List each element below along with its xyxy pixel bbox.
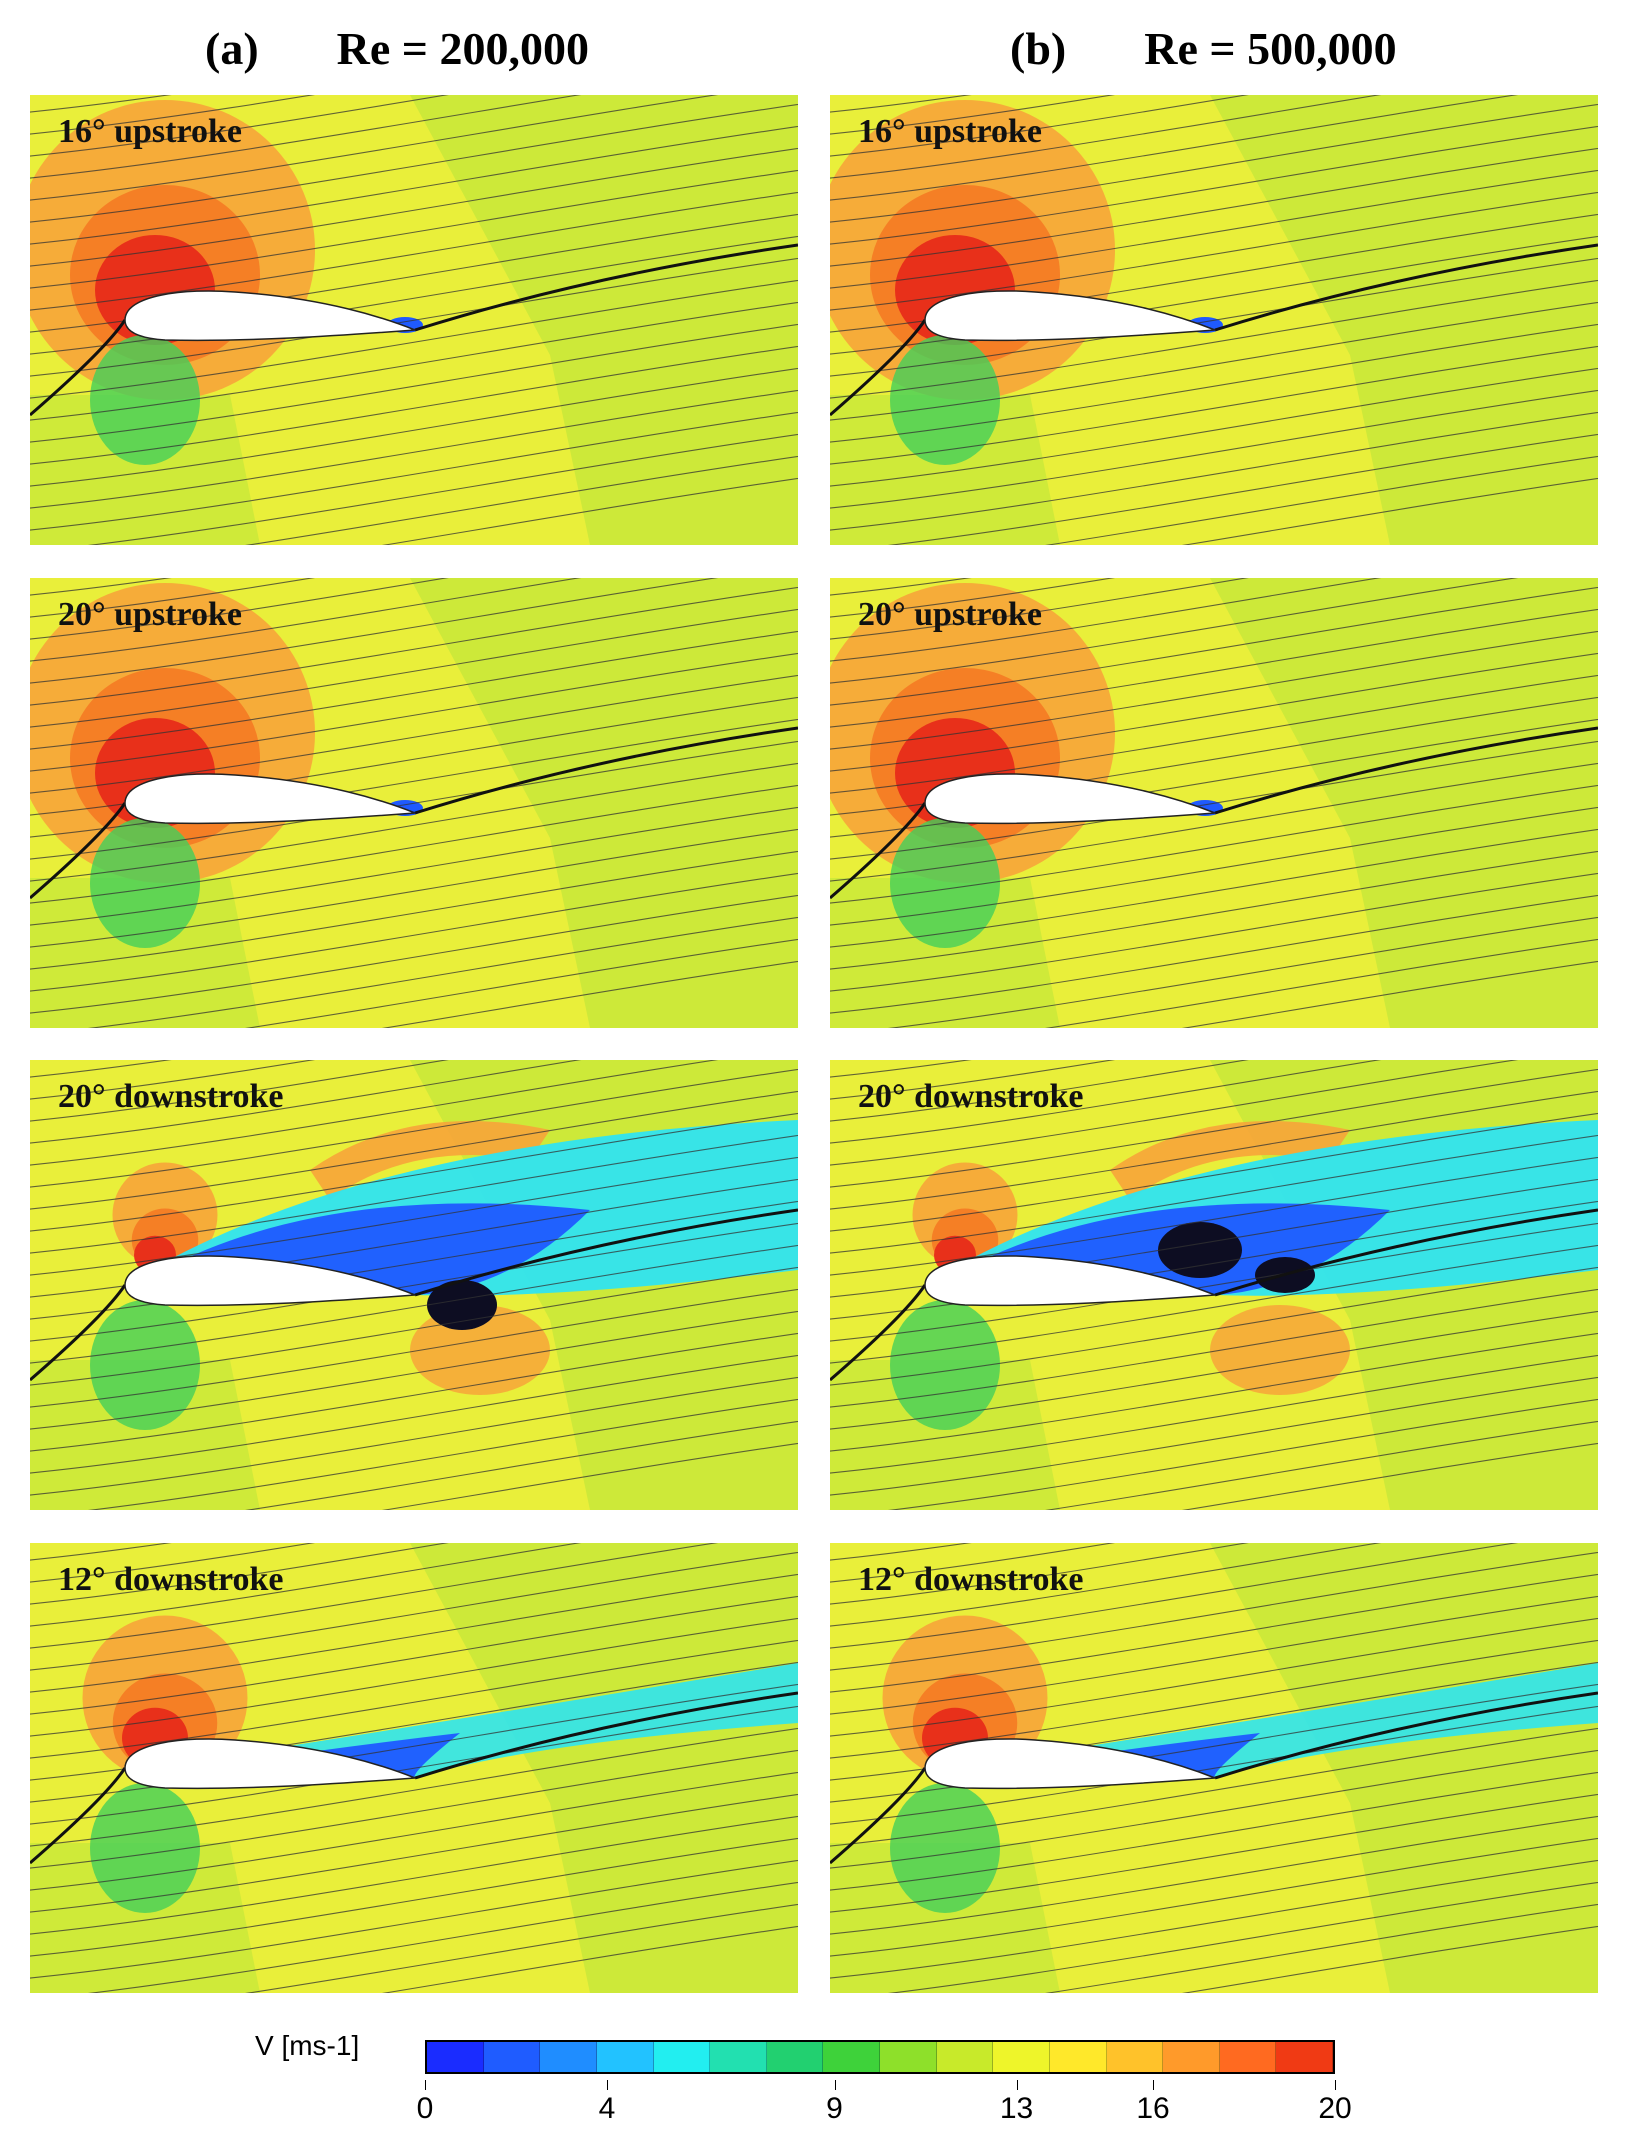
colorbar-segment <box>1163 2042 1220 2072</box>
colorbar-tick-label: 0 <box>416 2092 434 2125</box>
airfoil <box>924 290 1216 342</box>
colorbar-tick-label: 16 <box>1136 2092 1170 2125</box>
colorbar-tick-label: 4 <box>598 2092 616 2125</box>
column-tag-a: (a) <box>205 22 259 74</box>
panel-label: 20° upstroke <box>58 596 242 633</box>
panel-label: 12° downstroke <box>58 1561 284 1598</box>
colorbar-tick <box>1335 2080 1336 2090</box>
colorbar-tick <box>425 2080 426 2090</box>
velocity-contour-field <box>830 1543 1598 1993</box>
panel-label: 20° downstroke <box>858 1078 1084 1115</box>
column-header-b: (b) Re = 500,000 <box>1010 18 1397 78</box>
colorbar-tick <box>607 2080 608 2090</box>
airfoil <box>124 773 416 825</box>
colorbar-segment <box>1276 2042 1333 2072</box>
velocity-contour-field <box>30 1060 798 1510</box>
velocity-contour-field <box>830 578 1598 1028</box>
colorbar-tick <box>834 2080 836 2090</box>
colorbar-segment <box>1219 2042 1277 2072</box>
contour-panel: 16° upstroke <box>30 95 798 545</box>
colorbar-segment <box>1106 2042 1164 2072</box>
colorbar-tick-label: 13 <box>999 2092 1034 2125</box>
colorbar-segment <box>427 2042 484 2072</box>
panel-label: 16° upstroke <box>58 113 242 150</box>
velocity-colorbar: V [ms-1] 0 4 9 13 16 20 <box>255 2030 1375 2140</box>
contour-panel: 20° upstroke <box>830 578 1598 1028</box>
airfoil <box>924 773 1216 825</box>
colorbar-tick <box>1153 2080 1154 2090</box>
colorbar-gradient <box>425 2040 1335 2074</box>
contour-panel: 12° downstroke <box>830 1543 1598 1993</box>
colorbar-segment <box>880 2042 937 2072</box>
velocity-contour-field <box>830 1060 1598 1510</box>
colorbar-tick-label: 20 <box>1318 2092 1352 2125</box>
colorbar-segment <box>710 2042 767 2072</box>
colorbar-segment <box>653 2042 711 2072</box>
velocity-contour-field <box>830 95 1598 545</box>
contour-panel: 20° downstroke <box>830 1060 1598 1510</box>
airfoil <box>924 1738 1216 1790</box>
contour-panel: 12° downstroke <box>30 1543 798 1993</box>
colorbar-tick <box>1016 2080 1018 2090</box>
colorbar-segment <box>596 2042 654 2072</box>
colorbar-label: V [ms-1] <box>255 2030 360 2061</box>
colorbar-segment <box>540 2042 597 2072</box>
contour-panel: 20° upstroke <box>30 578 798 1028</box>
column-header-a: (a) Re = 200,000 <box>205 18 589 78</box>
column-tag-b: (b) <box>1010 22 1067 74</box>
panel-label: 20° downstroke <box>58 1078 284 1115</box>
panel-label: 16° upstroke <box>858 113 1042 150</box>
colorbar-segment <box>936 2042 994 2072</box>
colorbar-segment <box>993 2042 1050 2072</box>
panel-label: 12° downstroke <box>858 1561 1084 1598</box>
velocity-contour-field <box>30 578 798 1028</box>
column-title-a: Re = 200,000 <box>336 22 589 74</box>
colorbar-segment <box>766 2042 824 2072</box>
colorbar-tick-label: 9 <box>826 2092 843 2125</box>
contour-panel: 16° upstroke <box>830 95 1598 545</box>
panel-label: 20° upstroke <box>858 596 1042 633</box>
contour-panel: 20° downstroke <box>30 1060 798 1510</box>
colorbar-segment <box>483 2042 541 2072</box>
airfoil <box>124 290 416 342</box>
airfoil <box>124 1255 416 1307</box>
colorbar-segment <box>823 2042 880 2072</box>
velocity-contour-field <box>30 1543 798 1993</box>
airfoil <box>924 1255 1216 1307</box>
velocity-contour-field <box>30 95 798 545</box>
airfoil <box>124 1738 416 1790</box>
colorbar-segment <box>1049 2042 1107 2072</box>
column-title-b: Re = 500,000 <box>1144 22 1397 74</box>
